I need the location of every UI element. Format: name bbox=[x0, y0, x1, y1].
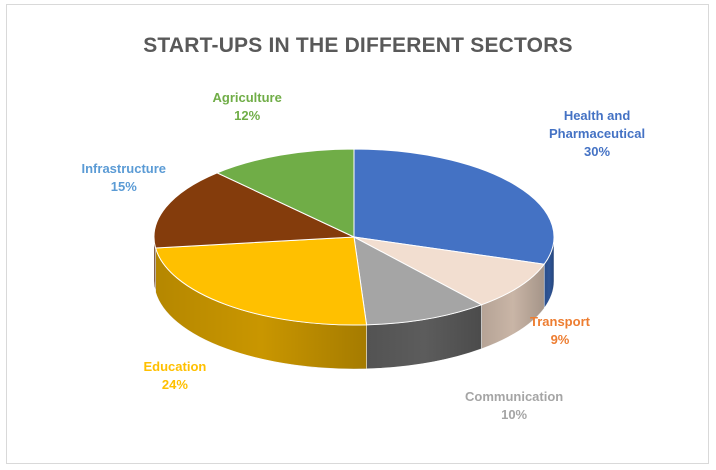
data-label-percent: 24% bbox=[161, 377, 188, 392]
data-label-agriculture: Agriculture 12% bbox=[213, 89, 282, 125]
slice-agriculture bbox=[215, 148, 355, 238]
data-label-percent: 10% bbox=[501, 407, 528, 422]
data-label-education: Education 24% bbox=[144, 358, 207, 394]
data-label-category: Health and bbox=[563, 108, 631, 123]
data-label-category: Education bbox=[143, 359, 207, 374]
slice-communication bbox=[353, 236, 483, 326]
slice-infrastructure bbox=[153, 172, 355, 249]
chart-frame bbox=[6, 4, 709, 464]
data-label-health-and-pharmaceutical: Health and Pharmaceutical 30% bbox=[549, 107, 645, 161]
data-label-category: Transport bbox=[530, 314, 590, 329]
data-label-percent: 30% bbox=[584, 144, 611, 159]
slice-side-shade-education bbox=[155, 248, 367, 369]
data-label-category: Agriculture bbox=[212, 90, 282, 105]
data-label-infrastructure: Infrastructure 15% bbox=[82, 160, 167, 196]
slice-side-shade-infrastructure bbox=[154, 237, 156, 293]
data-label-percent: 9% bbox=[550, 332, 570, 347]
slice-transport bbox=[353, 236, 546, 306]
slice-health-and-pharmaceutical bbox=[353, 148, 555, 265]
slice-side-shade-health-and-pharmaceutical bbox=[544, 237, 554, 309]
data-label-category: Pharmaceutical bbox=[549, 126, 646, 141]
data-label-percent: 12% bbox=[234, 108, 261, 123]
data-label-transport: Transport 9% bbox=[530, 313, 590, 349]
slice-education bbox=[154, 236, 368, 326]
slice-side-shade-communication bbox=[366, 304, 482, 369]
chart-title: START-UPS IN THE DIFFERENT SECTORS bbox=[143, 34, 573, 57]
data-label-category: Infrastructure bbox=[81, 161, 167, 176]
data-label-percent: 15% bbox=[110, 179, 137, 194]
data-label-category: Communication bbox=[465, 389, 564, 404]
data-label-communication: Communication 10% bbox=[465, 388, 563, 424]
slice-side-shade-transport bbox=[481, 264, 545, 349]
